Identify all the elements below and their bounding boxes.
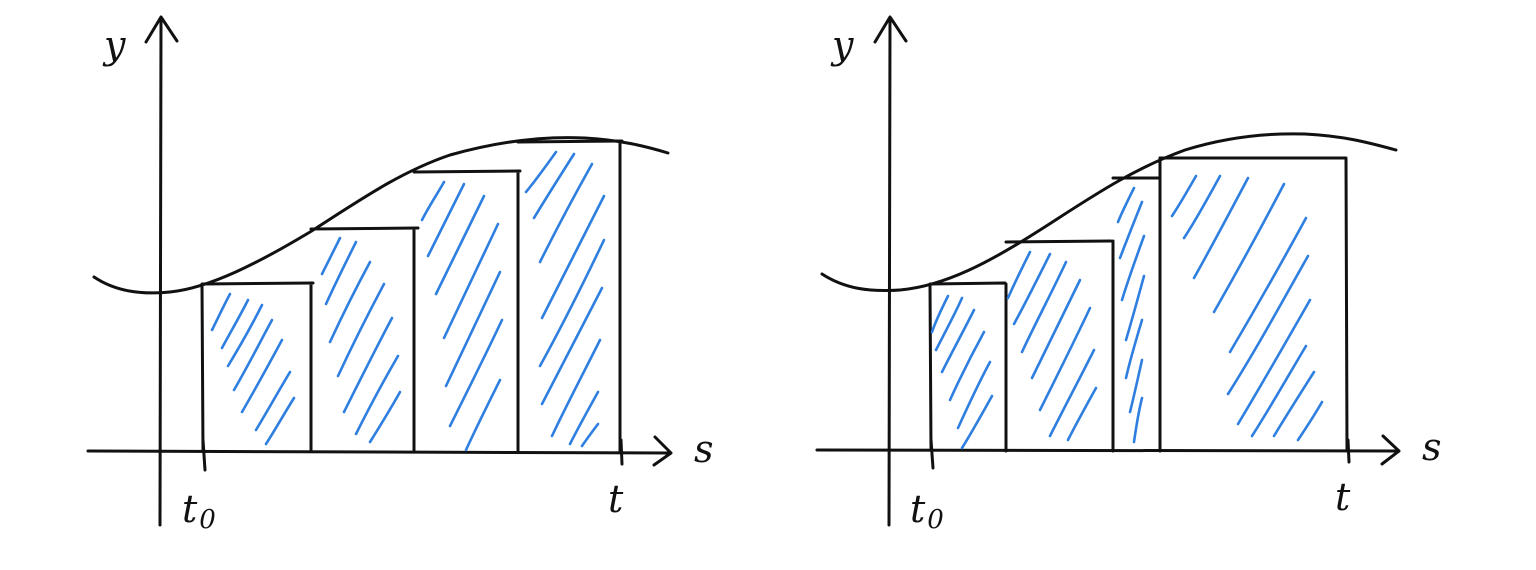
x-axis <box>86 449 672 455</box>
y-axis-label: y <box>830 23 854 67</box>
hatch-rect-1 <box>930 294 994 450</box>
x-axis-label: s <box>1422 425 1442 469</box>
start-label-main: t <box>910 487 926 531</box>
hatch-rect-1 <box>210 292 296 446</box>
hatch-rect-4 <box>1170 174 1324 442</box>
function-curve <box>92 136 670 295</box>
x-axis-arrowhead <box>652 435 673 467</box>
panel-equal-partition: y s t0 t <box>86 15 714 535</box>
function-curve <box>820 132 1398 293</box>
y-axis-label: y <box>102 23 126 67</box>
hatch-rect-3 <box>1116 186 1146 444</box>
rectangle-2 <box>1004 239 1115 453</box>
rectangle-4 <box>1158 156 1349 453</box>
hatch-rect-2 <box>1006 250 1098 442</box>
rectangle-3 <box>412 169 522 454</box>
start-label-sub: 0 <box>927 505 944 535</box>
hatch-rect-4 <box>524 150 606 448</box>
y-axis <box>887 16 892 527</box>
y-axis <box>158 16 163 527</box>
start-label-sub: 0 <box>199 505 216 535</box>
rectangle-4 <box>516 139 624 454</box>
end-label: t <box>608 477 624 521</box>
panel-unequal-partition: y s t0 t <box>815 15 1442 535</box>
y-axis-arrowhead <box>873 15 908 44</box>
rectangle-2 <box>309 226 420 454</box>
rectangle-1 <box>200 281 315 453</box>
hatch-rect-2 <box>320 236 402 444</box>
y-axis-arrowhead <box>144 15 179 44</box>
rectangle-3 <box>1111 156 1162 453</box>
x-axis-arrowhead <box>1380 434 1401 466</box>
start-label: t0 <box>182 487 216 535</box>
x-axis <box>815 448 1400 453</box>
start-label: t0 <box>910 487 944 535</box>
x-axis-label: s <box>694 427 714 471</box>
rectangle-1 <box>928 281 1008 453</box>
start-label-main: t <box>182 487 198 531</box>
end-label: t <box>1335 475 1351 519</box>
hatch-rect-3 <box>420 180 504 452</box>
